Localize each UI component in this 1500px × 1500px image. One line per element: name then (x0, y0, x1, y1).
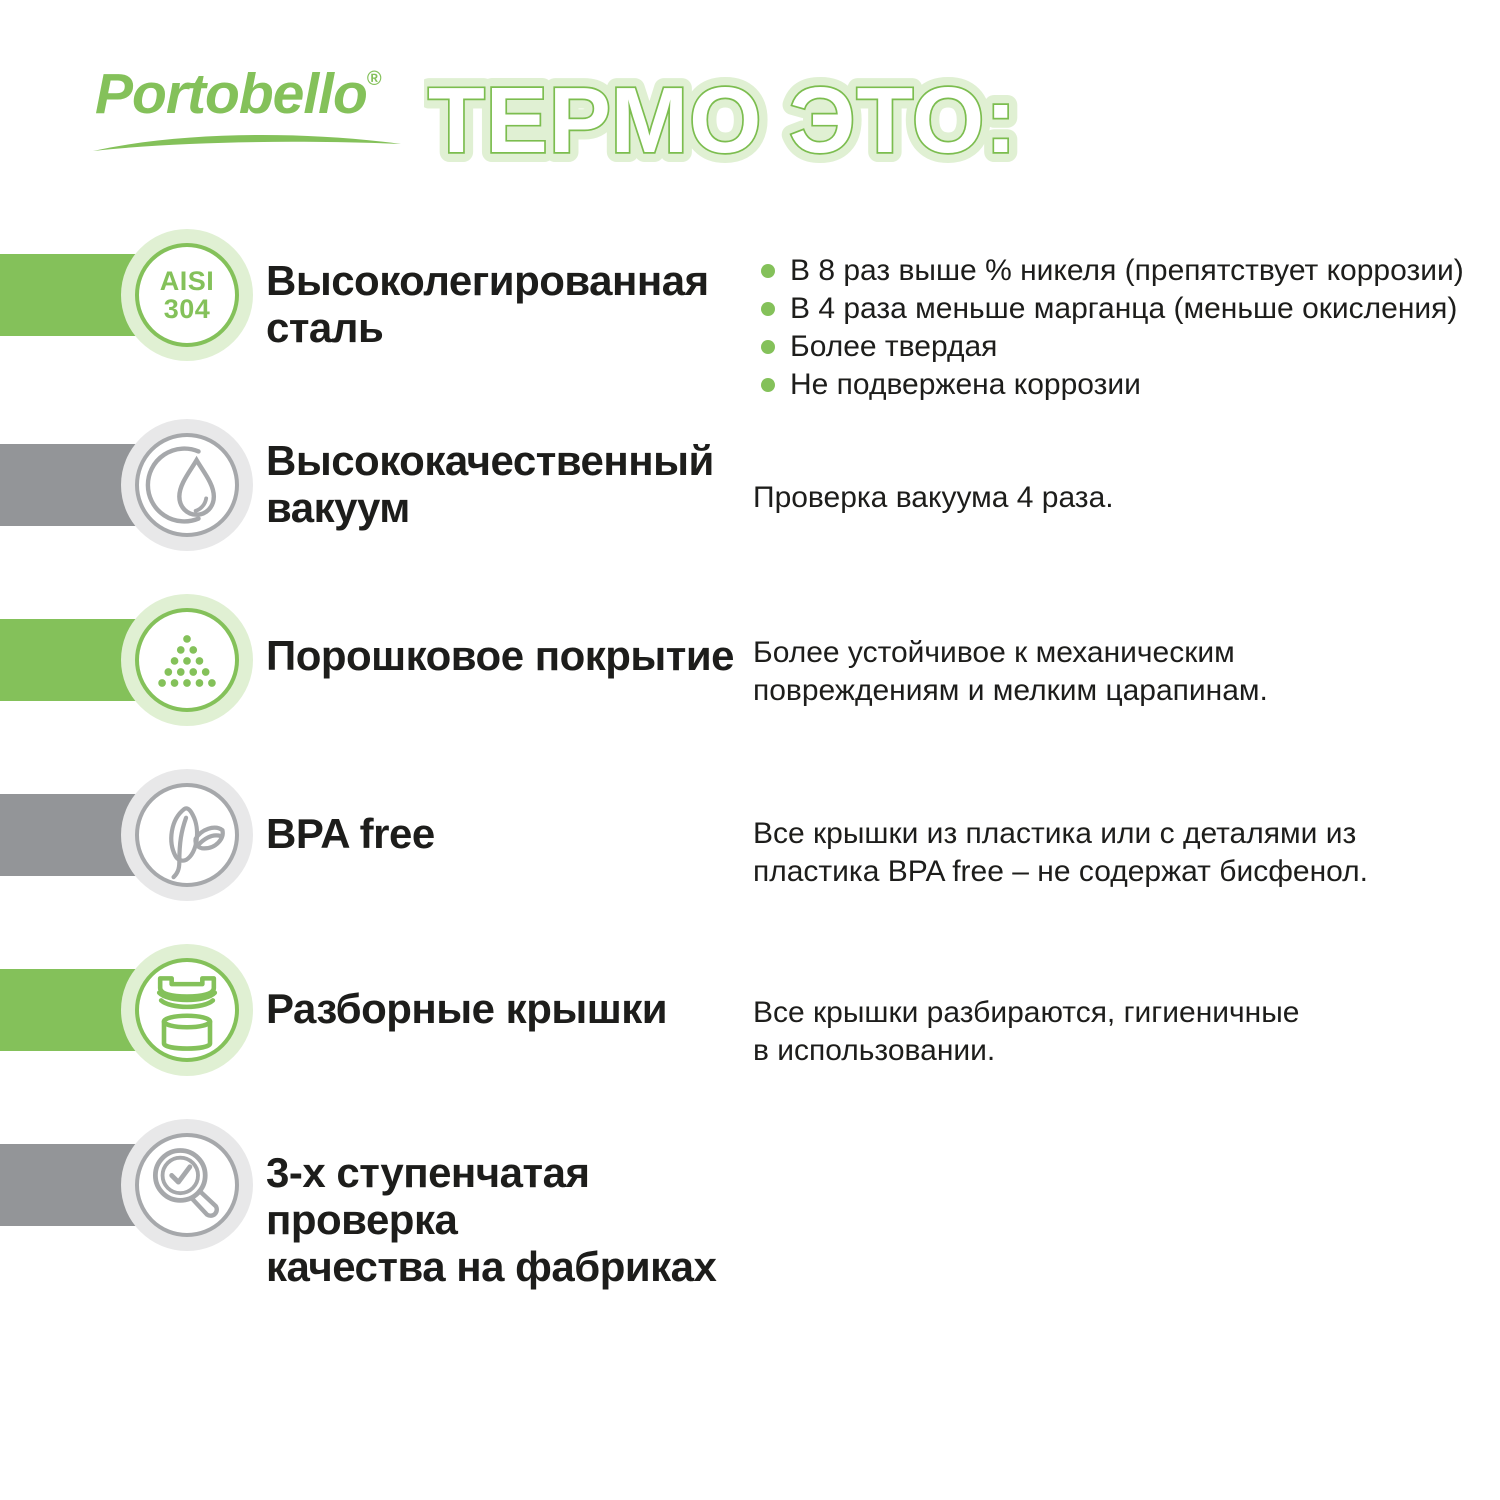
text-line: Все крышки из пластика или с деталями из (753, 817, 1357, 850)
icon-circle (135, 1133, 239, 1237)
leaves-icon (169, 806, 225, 880)
title-line: Разборные крышки (266, 985, 668, 1032)
aisi-304-badge-icon: AISI 304 (160, 267, 215, 323)
page-title-text: ТЕРМО ЭТО: (428, 68, 1017, 172)
title-line: Порошковое покрытие (266, 632, 735, 679)
title-line: Высоколегированная (266, 257, 709, 304)
registered-mark: ® (366, 68, 382, 90)
feature-title: Разборные крышки (266, 985, 766, 1032)
icon-circle (135, 783, 239, 887)
text-line: Все крышки разбираются, гигиеничные (753, 996, 1300, 1029)
brand-name: Portobello (95, 62, 368, 126)
logo-swoosh (93, 134, 401, 151)
text-line: Более устойчивое к механическим (753, 636, 1235, 669)
feature-title: Высоколегированная сталь (266, 257, 766, 351)
icon-circle: AISI 304 (135, 243, 239, 347)
icon-circle (135, 958, 239, 1062)
text-line: пластика BPA free – не содержат бисфенол… (753, 855, 1368, 888)
feature-title: Порошковое покрытие (266, 632, 766, 679)
bullet-item: Более твердая (753, 328, 1493, 366)
magnifier-check-icon (152, 1148, 219, 1218)
feature-text: Все крышки разбираются, гигиеничные в ис… (753, 994, 1493, 1070)
text-line: повреждениям и мелким царапинам. (753, 674, 1268, 707)
feature-bullets: В 8 раз выше % никеля (препятствует корр… (753, 252, 1493, 404)
page-title-art: ТЕРМО ЭТО: ТЕРМО ЭТО: (424, 58, 1026, 182)
badge-line: 304 (163, 294, 211, 324)
bullet-item: В 4 раза меньше марганца (меньше окислен… (753, 290, 1493, 328)
bullet-item: Не подвержена коррозии (753, 366, 1493, 404)
text-line: в использовании. (753, 1034, 996, 1067)
lid-parts-icon (156, 976, 218, 1051)
title-line: сталь (266, 304, 384, 351)
feature-text: Проверка вакуума 4 раза. (753, 479, 1493, 517)
title-line: вакуум (266, 484, 410, 531)
portobello-logo-text: Portobello® (95, 66, 405, 123)
title-line: качества на фабриках (266, 1243, 717, 1290)
water-drop-icon (145, 446, 217, 524)
title-line: BPA free (266, 810, 435, 857)
title-line: Высококачественный (266, 437, 714, 484)
icon-circle (135, 608, 239, 712)
feature-title: 3-х ступенчатая проверка качества на фаб… (266, 1149, 766, 1290)
portobello-logo: Portobello® (93, 66, 405, 155)
page-title-halo: ТЕРМО ЭТО: (428, 68, 1017, 172)
powder-dots-icon (158, 635, 216, 687)
page-title: ТЕРМО ЭТО: ТЕРМО ЭТО: (424, 48, 1084, 188)
feature-text: Все крышки из пластика или с деталями из… (753, 815, 1493, 891)
feature-title: BPA free (266, 810, 766, 857)
feature-text: Более устойчивое к механическим поврежде… (753, 634, 1493, 710)
icon-circle (135, 433, 239, 537)
text-line: Проверка вакуума 4 раза. (753, 481, 1114, 514)
feature-title: Высококачественный вакуум (266, 437, 766, 531)
title-line: 3-х ступенчатая проверка (266, 1149, 590, 1243)
bullet-item: В 8 раз выше % никеля (препятствует корр… (753, 252, 1493, 290)
badge-line: AISI (159, 266, 215, 296)
